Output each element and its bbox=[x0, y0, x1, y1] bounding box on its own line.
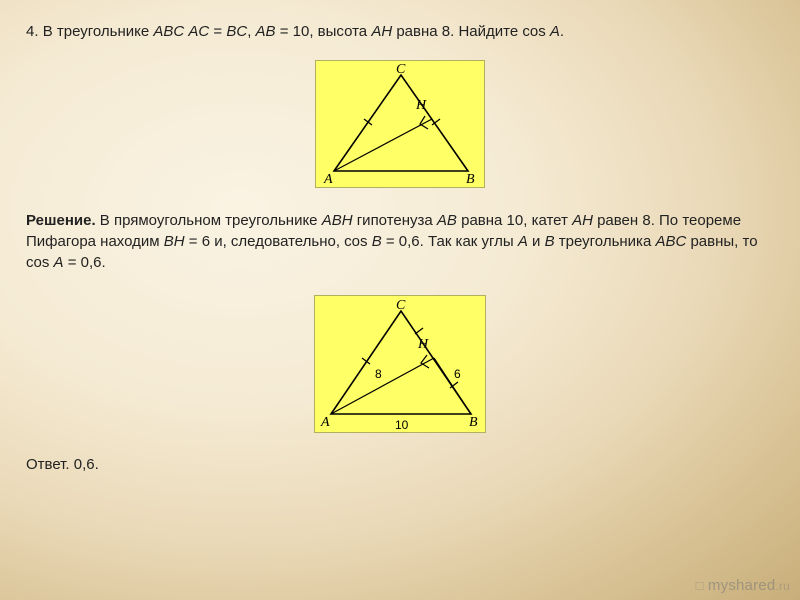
eq1-op: = bbox=[209, 23, 226, 40]
watermark-brand: myshared bbox=[708, 577, 775, 594]
label-b: B bbox=[466, 172, 475, 187]
eq2-val: 10 bbox=[293, 23, 310, 40]
txt: равна 8. Найдите cos bbox=[392, 23, 550, 40]
figure-1: A B C H bbox=[315, 60, 485, 188]
altitude-name: AH bbox=[371, 23, 392, 40]
txt: гипотенуза bbox=[353, 212, 437, 229]
tick-ac bbox=[364, 119, 372, 125]
txt: = 6 и, следовательно, cos bbox=[185, 233, 372, 250]
label-a-2: A bbox=[320, 415, 330, 430]
triangle-abc-2 bbox=[331, 311, 471, 414]
label-a: A bbox=[323, 172, 333, 187]
sep: , bbox=[247, 23, 255, 40]
watermark-domain: .ru bbox=[775, 579, 790, 593]
txt: В треугольнике bbox=[43, 23, 154, 40]
seg-bh: BH bbox=[164, 233, 185, 250]
angle-a2: A bbox=[518, 233, 528, 250]
problem-statement: 4. В треугольнике ABC AC = BC, AB = 10, … bbox=[26, 22, 774, 42]
angle-name: A bbox=[550, 23, 560, 40]
txt: = 0,6. Так как углы bbox=[382, 233, 518, 250]
txt: равна 10, катет bbox=[457, 212, 572, 229]
dim-ah: 8 bbox=[375, 367, 382, 381]
txt: и bbox=[528, 233, 545, 250]
seg-ah: AH bbox=[572, 212, 593, 229]
label-b-2: B bbox=[469, 415, 478, 430]
label-c-2: C bbox=[396, 298, 406, 313]
solution-lead: Решение. bbox=[26, 212, 96, 229]
figure-1-svg: A B C H bbox=[316, 61, 486, 189]
answer-line: Ответ. 0,6. bbox=[26, 456, 774, 473]
angle-b: B bbox=[372, 233, 382, 250]
label-h: H bbox=[415, 98, 427, 113]
answer-label: Ответ. bbox=[26, 456, 70, 473]
altitude-ah bbox=[334, 119, 432, 171]
right-angle-mark bbox=[420, 116, 428, 129]
figure-2: A B C H 8 6 10 bbox=[314, 295, 486, 433]
txt: = 0,6. bbox=[64, 254, 106, 271]
eq1-lhs: AC bbox=[188, 23, 209, 40]
slide: 4. В треугольнике ABC AC = BC, AB = 10, … bbox=[0, 0, 800, 600]
answer-value: 0,6. bbox=[70, 456, 99, 473]
triangle-name: ABC bbox=[153, 23, 184, 40]
figure-1-container: A B C H bbox=[26, 60, 774, 193]
tri-abh: ABH bbox=[322, 212, 353, 229]
angle-b2: B bbox=[545, 233, 555, 250]
solution-text: Решение. В прямоугольном треугольнике AB… bbox=[26, 211, 774, 273]
txt: треугольника bbox=[555, 233, 656, 250]
eq1-rhs: BC bbox=[226, 23, 247, 40]
triangle-abc bbox=[334, 75, 468, 171]
txt: В прямоугольном треугольнике bbox=[96, 212, 322, 229]
watermark: ☐ myshared.ru bbox=[695, 577, 790, 594]
label-h-2: H bbox=[417, 337, 429, 352]
label-c: C bbox=[396, 62, 406, 77]
dim-bh: 6 bbox=[454, 367, 461, 381]
dim-ab: 10 bbox=[395, 418, 409, 432]
tri-abc2: ABC bbox=[655, 233, 686, 250]
period: . bbox=[560, 23, 564, 40]
seg-ab: AB bbox=[437, 212, 457, 229]
tick-ch bbox=[415, 328, 423, 334]
problem-number: 4. bbox=[26, 23, 39, 40]
sep: , высота bbox=[309, 23, 371, 40]
eq2-op: = bbox=[276, 23, 293, 40]
angle-a3: A bbox=[54, 254, 64, 271]
altitude-ah-2 bbox=[331, 358, 434, 414]
figure-2-container: A B C H 8 6 10 bbox=[26, 295, 774, 438]
figure-2-svg: A B C H 8 6 10 bbox=[315, 296, 487, 434]
eq2-lhs: AB bbox=[256, 23, 276, 40]
